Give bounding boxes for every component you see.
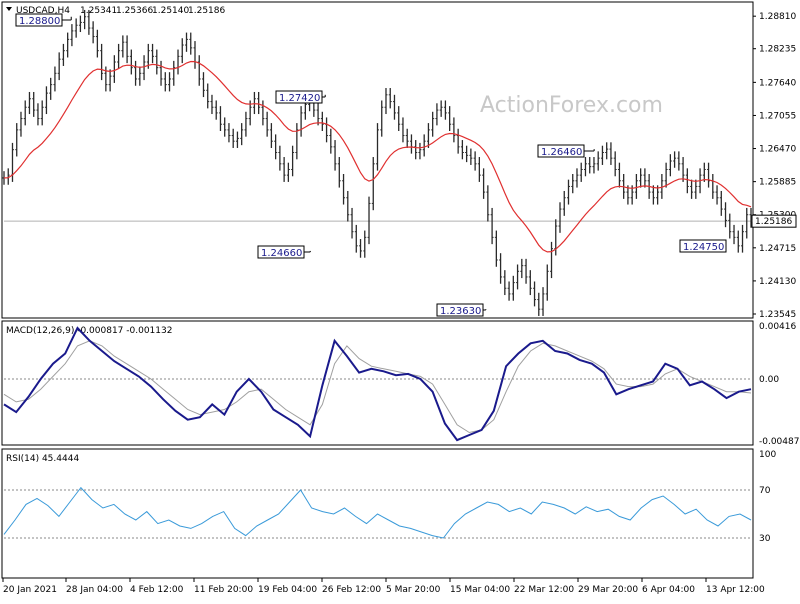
close-value: 1.25186: [188, 6, 225, 16]
annotation-label: 1.24660: [261, 248, 302, 259]
time-tick-label: 22 Mar 12:00: [514, 585, 574, 595]
moving-average-line: [3, 60, 752, 253]
price-tick-label: 1.27640: [759, 78, 796, 88]
watermark: ActionForex.com: [480, 93, 663, 118]
time-tick-label: 5 Mar 20:00: [386, 585, 441, 595]
annotation-box: [275, 90, 323, 104]
symbol-label: USDCAD,H4: [16, 6, 70, 16]
time-axis: 20 Jan 2021 28 Jan 04:00 4 Feb 12:00 11 Feb…: [2, 578, 765, 595]
annotation-label: 1.27420: [279, 93, 320, 104]
annotation-box: [15, 13, 63, 27]
time-tick-label: 20 Jan 2021: [3, 585, 57, 595]
macd-plot: [3, 326, 752, 442]
rsi-plot: [3, 486, 752, 539]
time-tick-label: 4 Feb 12:00: [130, 585, 184, 595]
annotation-box: [257, 245, 305, 259]
annotation-box: [436, 303, 484, 317]
rsi-axis: 100 70 30: [759, 450, 776, 544]
macd-signal-line: [3, 340, 752, 434]
price-tick-label: 1.26470: [759, 145, 796, 155]
time-tick-label: 11 Feb 20:00: [194, 585, 253, 595]
time-tick-label: 19 Feb 04:00: [258, 585, 317, 595]
price-axis: 1.28810 1.28235 1.27640 1.27055 1.26470 1.258…: [751, 12, 797, 320]
rsi-line: [3, 486, 752, 539]
time-tick-label: 26 Feb 12:00: [322, 585, 381, 595]
high-value: 1.25366: [116, 6, 153, 16]
time-tick-label: 28 Jan 04:00: [66, 585, 123, 595]
macd-line: [3, 326, 752, 442]
macd-tick-label: 0.00: [759, 375, 779, 385]
rsi-tick-label: 100: [759, 450, 776, 460]
price-tick-label: 1.24130: [759, 277, 796, 287]
current-price-tag-label: 1.25186: [755, 217, 792, 227]
price-tick-label: 1.23545: [759, 310, 796, 320]
price-tick-label: 1.25885: [759, 178, 796, 188]
open-value: 1.25341: [80, 6, 117, 16]
macd-tick-label: 0.00416: [759, 322, 796, 332]
time-tick-label: 6 Apr 04:00: [642, 585, 695, 595]
annotation-box: [679, 239, 727, 253]
price-tick-label: 1.27055: [759, 111, 796, 121]
annotation-label: 1.23630: [440, 306, 481, 317]
rsi-tick-label: 30: [759, 534, 771, 544]
price-annotations: 1.28800 1.27420 1.24660 1.26460 1.23630 1.247…: [15, 13, 727, 317]
rsi-tick-label: 70: [759, 486, 771, 496]
time-tick-label: 13 Apr 12:00: [706, 585, 765, 595]
price-plot: [2, 9, 753, 316]
annotation-label: 1.24750: [683, 242, 724, 253]
annotation-box: [537, 144, 585, 158]
low-value: 1.25140: [152, 6, 189, 16]
macd-title: MACD(12,26,9) -0.000817 -0.001132: [6, 326, 172, 336]
annotation-label: 1.28800: [19, 16, 60, 27]
rsi-title: RSI(14) 45.4444: [6, 454, 79, 464]
annotation-label: 1.26460: [541, 147, 582, 158]
time-tick-label: 15 Mar 04:00: [450, 585, 510, 595]
macd-panel-frame: [1, 320, 754, 446]
price-tick-label: 1.24715: [759, 244, 796, 254]
dropdown-arrow-icon[interactable]: [6, 7, 12, 11]
time-tick-label: 29 Mar 20:00: [578, 585, 638, 595]
price-tick-label: 1.28235: [759, 45, 796, 55]
price-tick-label: 1.28810: [759, 12, 796, 22]
